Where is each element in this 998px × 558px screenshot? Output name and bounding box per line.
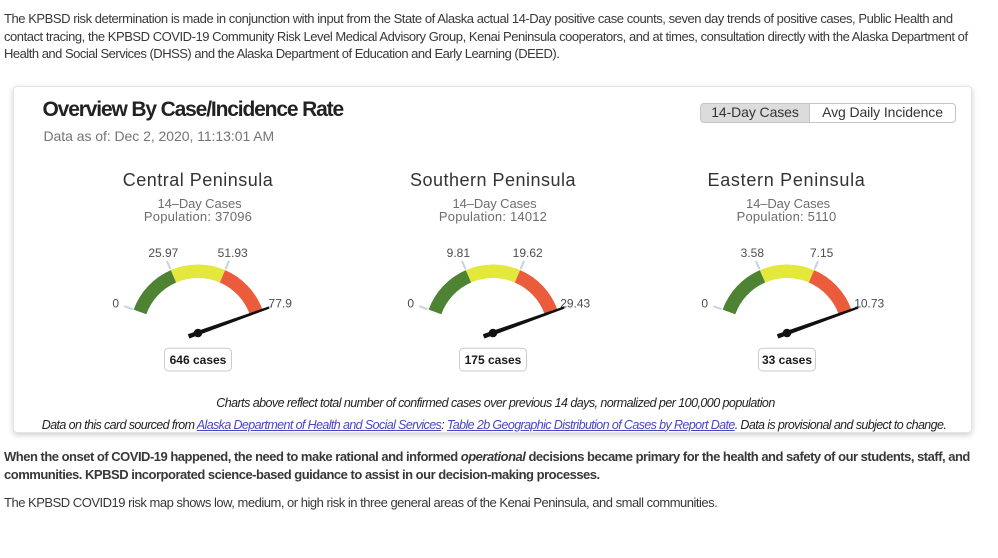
svg-text:0: 0 (701, 296, 708, 310)
svg-text:646 cases: 646 cases (170, 353, 227, 367)
svg-text:9.81: 9.81 (447, 246, 471, 260)
svg-text:0: 0 (112, 296, 119, 310)
svg-text:0: 0 (407, 296, 414, 310)
svg-text:3.58: 3.58 (740, 246, 764, 260)
svg-text:25.97: 25.97 (148, 246, 178, 260)
svg-text:19.62: 19.62 (513, 246, 543, 260)
svg-text:29.43: 29.43 (560, 296, 590, 310)
svg-text:33 cases: 33 cases (761, 353, 811, 367)
svg-text:51.93: 51.93 (218, 246, 248, 260)
svg-text:77.9: 77.9 (269, 296, 293, 310)
svg-text:10.73: 10.73 (854, 296, 884, 310)
svg-text:7.15: 7.15 (809, 246, 833, 260)
svg-text:175 cases: 175 cases (465, 353, 522, 367)
